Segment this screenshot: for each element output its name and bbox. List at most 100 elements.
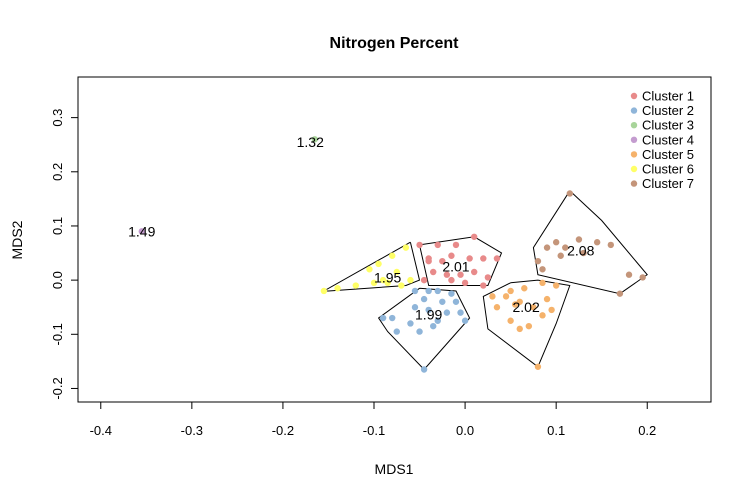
data-point xyxy=(366,266,373,273)
legend-entry: Cluster 4 xyxy=(642,132,694,147)
data-point xyxy=(548,306,555,314)
data-point xyxy=(461,317,469,324)
data-point xyxy=(452,241,460,249)
x-tick-label: -0.4 xyxy=(90,423,112,438)
cluster-label: 2.01 xyxy=(442,259,469,275)
data-point xyxy=(425,257,432,265)
cluster-labels: 2.01 1.99 1.32 1.49 2.02 1.95 2.08 xyxy=(128,134,594,322)
data-point xyxy=(521,285,528,292)
data-point xyxy=(534,257,542,265)
legend-marker xyxy=(630,165,638,173)
data-point xyxy=(402,244,410,251)
data-point xyxy=(557,252,564,259)
y-axis-label: MDS2 xyxy=(9,220,25,259)
x-tick-label: -0.2 xyxy=(272,423,294,438)
data-point xyxy=(379,314,387,322)
data-point xyxy=(398,282,405,289)
x-axis-label: MDS1 xyxy=(375,461,414,477)
data-point xyxy=(352,282,359,289)
data-point xyxy=(507,317,514,324)
data-point xyxy=(443,309,451,316)
data-point xyxy=(616,290,624,297)
y-tick-label: -0.1 xyxy=(50,323,65,345)
x-tick-label: 0.1 xyxy=(547,423,565,438)
data-point xyxy=(639,274,646,281)
data-point xyxy=(407,276,414,284)
legend-entry: Cluster 1 xyxy=(642,89,694,104)
y-tick-label: 0.1 xyxy=(50,217,65,235)
data-point xyxy=(539,279,546,287)
data-point xyxy=(457,309,464,316)
data-point xyxy=(420,366,428,373)
data-point xyxy=(434,287,441,295)
data-point xyxy=(425,287,432,295)
y-tick-label: 0.2 xyxy=(50,163,65,181)
legend-entry: Cluster 2 xyxy=(642,103,694,118)
data-point xyxy=(389,314,396,322)
legend-marker xyxy=(630,122,638,129)
x-axis: -0.4 -0.3 -0.2 -0.1 0.0 0.1 0.2 xyxy=(90,402,656,438)
data-point xyxy=(470,233,478,240)
data-point xyxy=(375,260,382,268)
data-point xyxy=(552,282,560,289)
data-point xyxy=(434,317,441,324)
data-point xyxy=(484,274,492,281)
data-point xyxy=(493,304,501,311)
data-point xyxy=(439,298,446,305)
data-point xyxy=(430,268,437,276)
data-point xyxy=(493,255,501,262)
data-point xyxy=(466,255,473,262)
data-point xyxy=(580,249,587,257)
cluster-label: 1.32 xyxy=(297,134,324,150)
data-point xyxy=(489,293,496,300)
data-point xyxy=(625,271,633,278)
data-point xyxy=(393,328,400,335)
data-point xyxy=(448,290,455,297)
legend-entry: Cluster 7 xyxy=(642,176,694,191)
data-point xyxy=(607,241,615,249)
x-tick-label: 0.2 xyxy=(638,423,656,438)
legend-marker xyxy=(630,92,638,100)
data-point xyxy=(420,295,428,303)
data-point xyxy=(525,322,533,330)
data-point xyxy=(416,328,423,335)
data-point xyxy=(562,244,569,251)
data-point xyxy=(420,276,428,284)
data-point xyxy=(543,295,551,303)
data-point xyxy=(411,287,419,295)
y-tick-label: 0.0 xyxy=(50,271,65,289)
legend-marker xyxy=(630,107,638,114)
data-point xyxy=(448,276,455,284)
data-point xyxy=(439,257,446,265)
legend-entry: Cluster 3 xyxy=(642,118,694,133)
data-point xyxy=(370,279,378,287)
legend-marker xyxy=(630,180,638,187)
cluster-label: 2.02 xyxy=(512,299,539,315)
legend-marker xyxy=(630,151,638,158)
data-point xyxy=(530,304,537,311)
data-point xyxy=(407,320,414,327)
data-point xyxy=(593,239,601,246)
data-point xyxy=(443,271,451,278)
data-point xyxy=(411,304,419,311)
cluster-hull xyxy=(419,236,503,286)
legend-entry: Cluster 5 xyxy=(642,147,694,162)
data-point xyxy=(416,241,423,249)
data-point xyxy=(575,236,583,243)
data-point xyxy=(457,271,464,278)
data-point xyxy=(516,298,523,305)
data-point xyxy=(507,287,514,295)
data-point xyxy=(566,190,574,197)
data-point xyxy=(539,312,546,319)
data-point xyxy=(334,285,341,292)
cluster-hull xyxy=(482,279,571,368)
x-tick-label: -0.3 xyxy=(181,423,203,438)
y-tick-label: 0.3 xyxy=(50,109,65,127)
data-point xyxy=(516,325,523,333)
chart-title: Nitrogen Percent xyxy=(330,35,460,52)
data-point xyxy=(320,287,328,295)
y-tick-label: -0.2 xyxy=(50,377,65,399)
legend-entry: Cluster 6 xyxy=(642,162,694,177)
cluster-label: 2.08 xyxy=(567,242,594,258)
